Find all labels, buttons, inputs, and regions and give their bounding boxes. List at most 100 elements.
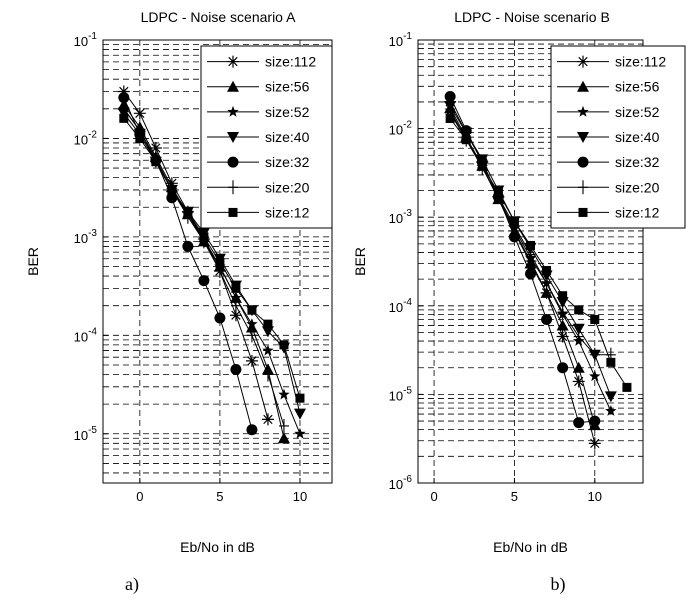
legend-label: size:12 <box>615 204 660 220</box>
data-point <box>262 344 274 356</box>
y-tick-label: 10-4 <box>74 326 98 344</box>
legend-label: size:40 <box>615 129 660 145</box>
data-point <box>293 408 306 420</box>
legend-item: size:20 <box>207 179 310 195</box>
data-point <box>261 413 274 426</box>
plot-frame <box>102 39 333 484</box>
data-point <box>278 388 290 400</box>
data-point <box>135 133 145 143</box>
data-point <box>277 432 290 444</box>
data-point <box>605 404 617 416</box>
data-point <box>589 347 600 362</box>
legend-item: size:112 <box>557 54 666 70</box>
data-point <box>589 415 601 427</box>
y-tick-label: 10-1 <box>389 31 413 49</box>
data-point <box>556 319 569 331</box>
legend-item: size:56 <box>557 79 660 95</box>
data-point <box>261 326 274 338</box>
legend-label: size:112 <box>265 54 316 70</box>
data-point <box>557 362 569 374</box>
data-point <box>445 114 455 124</box>
data-point <box>167 185 177 195</box>
legend-label: size:40 <box>265 129 310 145</box>
data-point <box>230 291 242 303</box>
legend-item: size:112 <box>207 54 316 70</box>
series-line <box>449 96 595 424</box>
series-line <box>449 107 596 426</box>
data-point <box>133 107 146 120</box>
y-tick-label: 10-4 <box>389 297 413 315</box>
legend-marker <box>577 55 589 68</box>
legend-marker <box>227 80 239 92</box>
data-point <box>572 323 585 335</box>
data-point <box>508 231 520 243</box>
y-tick-label: 10-5 <box>74 425 98 443</box>
data-point <box>294 427 306 439</box>
x-tick-label: 5 <box>511 489 518 504</box>
data-point <box>183 207 193 217</box>
data-point <box>230 363 242 375</box>
series-size-12 <box>445 114 632 392</box>
y-tick-label: 10-3 <box>74 228 98 246</box>
legend-item: size:56 <box>207 79 310 95</box>
data-point <box>509 216 519 226</box>
data-point <box>460 125 472 137</box>
data-point <box>477 161 487 171</box>
data-point <box>262 367 273 382</box>
legend-marker <box>227 156 239 168</box>
data-point <box>295 393 305 403</box>
data-point <box>246 318 258 329</box>
data-point <box>231 283 241 293</box>
data-point <box>118 101 129 116</box>
legend-item: size:52 <box>557 104 660 120</box>
legend-label: size:12 <box>265 204 310 220</box>
series-group <box>444 91 632 450</box>
series-size-20 <box>118 101 289 433</box>
legend-label: size:20 <box>265 179 310 195</box>
x-tick-label: 5 <box>216 489 223 504</box>
legend-item: size:32 <box>207 154 310 170</box>
data-point <box>606 357 616 367</box>
data-point <box>556 330 569 343</box>
data-point <box>215 257 225 267</box>
series-line <box>123 108 301 434</box>
data-point <box>588 437 601 450</box>
panel-caption: b) <box>551 574 566 595</box>
data-point <box>263 319 273 329</box>
legend-marker <box>578 180 588 195</box>
x-axis-label: Eb/No in dB <box>493 539 568 555</box>
y-tick-label: 10-3 <box>389 208 413 226</box>
x-tick-label: 10 <box>293 489 307 504</box>
data-point <box>245 354 258 367</box>
legend-marker <box>577 156 589 168</box>
data-point <box>229 309 242 322</box>
plot-frame <box>417 39 644 484</box>
data-point <box>541 276 552 291</box>
data-point <box>151 157 161 167</box>
data-point <box>198 275 210 287</box>
data-point <box>558 291 568 301</box>
data-point <box>246 424 258 436</box>
chart-b: LDPC - Noise scenario B 0 5 10 10-1 10-2 10-3 1… <box>352 9 686 595</box>
legend-label: size:56 <box>265 79 310 95</box>
legend-marker <box>227 132 239 143</box>
data-point <box>525 268 536 280</box>
data-point <box>540 286 553 298</box>
data-point <box>246 328 257 343</box>
data-point <box>573 417 585 429</box>
series-size-12 <box>119 113 305 403</box>
legend-label: size:32 <box>265 154 310 170</box>
chart-title: LDPC - Noise scenario B <box>454 9 610 25</box>
x-tick-label: 0 <box>430 489 437 504</box>
data-point <box>461 135 471 145</box>
data-point <box>444 91 456 103</box>
legend-label: size:20 <box>615 179 660 195</box>
data-point <box>541 314 553 326</box>
data-point <box>589 370 601 382</box>
legend-label: size:32 <box>615 154 660 170</box>
y-tick-label: 10-2 <box>389 120 413 138</box>
legend-marker <box>227 55 239 68</box>
chart-a: LDPC - Noise scenario A 0 5 10 10-1 10-2 10-3 1… <box>25 9 333 595</box>
legend-item: size:40 <box>207 129 310 145</box>
